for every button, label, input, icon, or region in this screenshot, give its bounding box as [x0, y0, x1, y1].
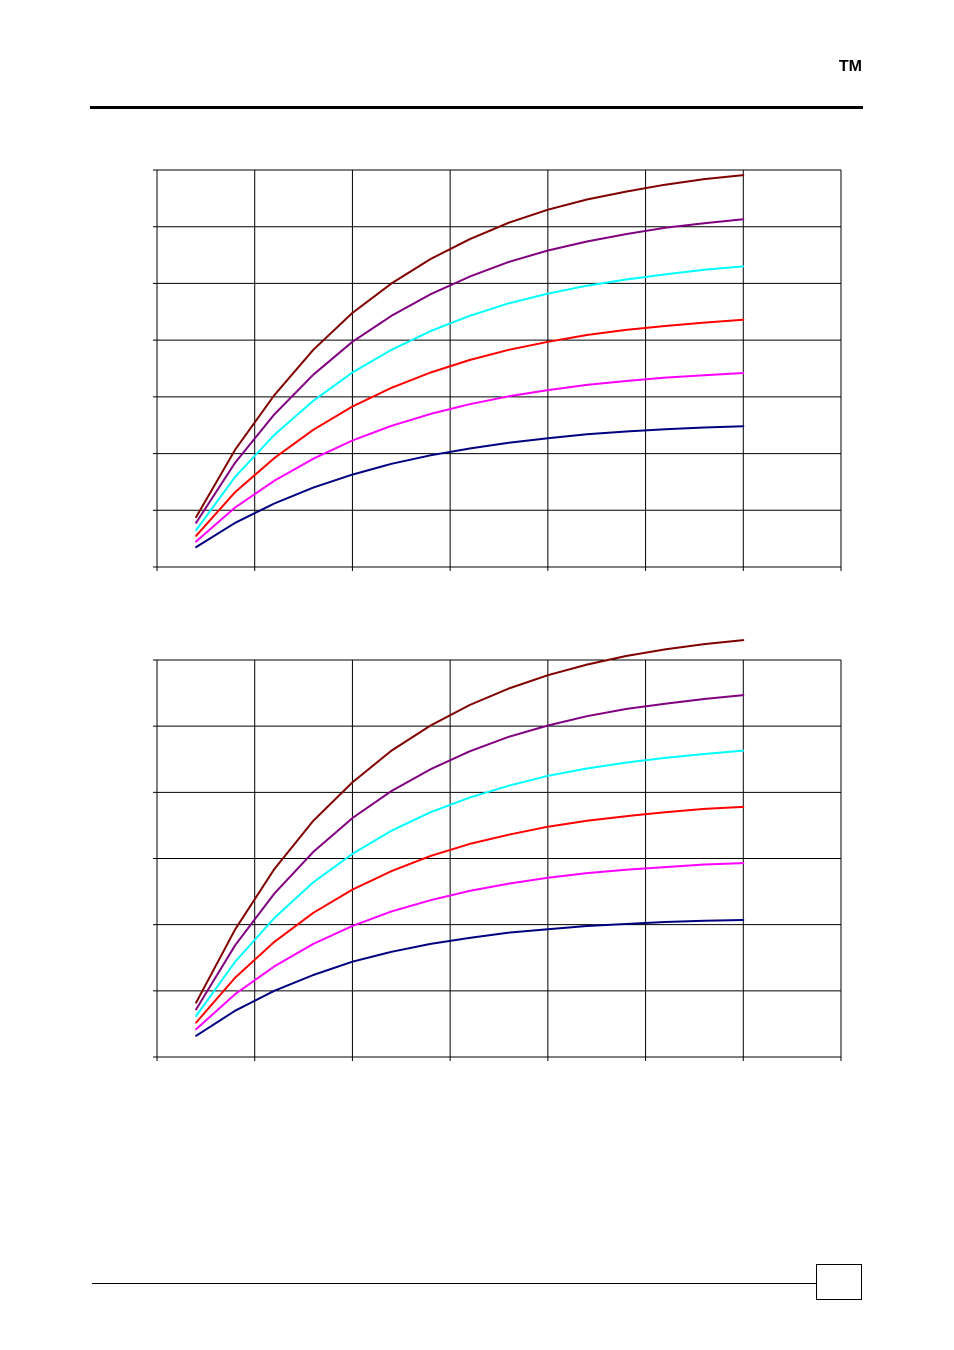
trademark-mark: TM — [838, 58, 862, 75]
grid-group — [153, 659, 842, 1061]
series-line-0 — [195, 425, 745, 549]
page-number-box — [816, 1264, 862, 1300]
header-rule — [90, 106, 863, 109]
series-line-3 — [195, 265, 745, 532]
series-line-4 — [195, 694, 745, 1011]
series-group — [195, 639, 745, 1037]
series-line-3 — [195, 749, 745, 1017]
series-line-5 — [195, 639, 745, 1004]
series-line-4 — [195, 218, 745, 524]
bottom-chart — [153, 639, 842, 1061]
series-line-2 — [195, 318, 745, 537]
series-line-2 — [195, 805, 745, 1024]
series-group — [195, 174, 745, 549]
footer-rule — [92, 1283, 816, 1284]
series-line-0 — [195, 919, 745, 1037]
grid-group — [153, 169, 842, 571]
top-chart — [153, 169, 842, 571]
series-line-1 — [195, 372, 745, 543]
series-line-1 — [195, 862, 745, 1031]
series-line-5 — [195, 174, 745, 519]
